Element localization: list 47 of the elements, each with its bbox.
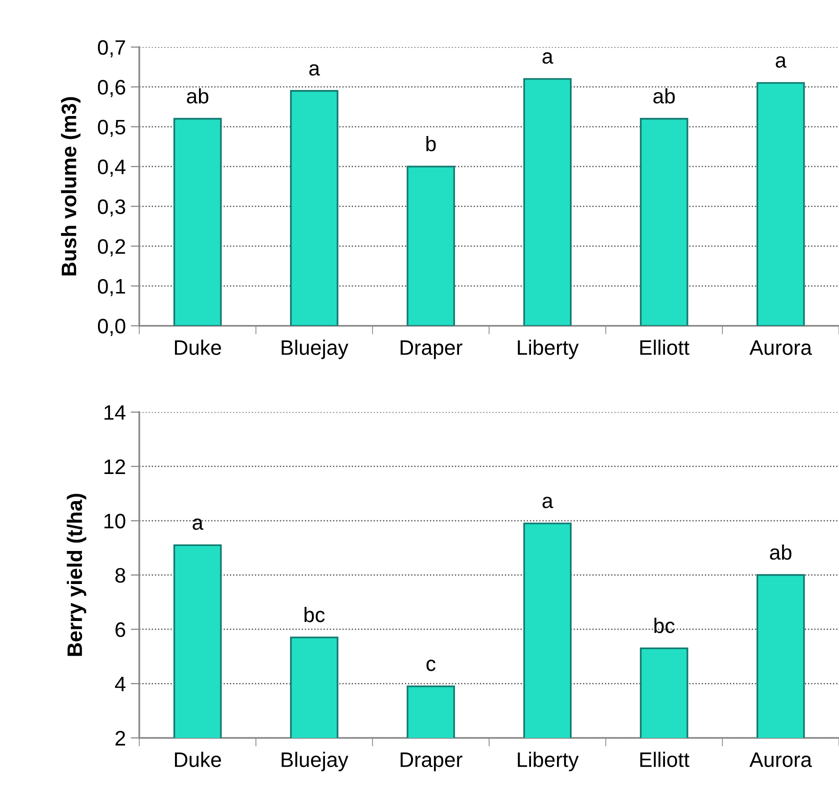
data-label: a: [542, 52, 554, 64]
data-label: a: [776, 56, 786, 68]
y-tick-label: 0,5: [98, 120, 126, 137]
y-axis-title: Bush volume (m3): [61, 97, 80, 276]
data-label: a: [309, 64, 320, 76]
y-tick-label: 10: [104, 514, 126, 528]
x-tick-label: Bluejay: [282, 340, 348, 360]
x-tick-label: Elliott: [640, 340, 690, 355]
x-tick-label: Liberty: [518, 752, 579, 772]
x-tick-label: Aurora: [749, 340, 812, 355]
y-tick-label: 0,2: [98, 239, 126, 256]
bar: [173, 118, 222, 326]
data-label: ab: [653, 88, 675, 104]
y-tick-label: 0,4: [98, 160, 126, 177]
y-tick-label: 8: [115, 568, 126, 583]
data-label: bc: [654, 618, 675, 634]
x-tick-label: Liberty: [518, 340, 579, 360]
data-label: bc: [304, 606, 325, 622]
data-label: b: [426, 136, 436, 152]
x-tick-label: Bluejay: [282, 752, 348, 772]
bar: [406, 166, 455, 326]
data-label: a: [542, 496, 554, 508]
x-tick-label: Duke: [174, 340, 221, 355]
data-label: a: [192, 518, 204, 530]
y-tick-label: 6: [116, 622, 126, 638]
y-tick-label: 2: [116, 730, 126, 746]
x-tick-label: Duke: [174, 752, 221, 768]
y-tick-label: 0,0: [98, 318, 126, 336]
y-axis-title: Berry yield (t/ha): [66, 494, 86, 656]
bar: [640, 118, 688, 326]
y-tick-label: 0,1: [98, 278, 126, 296]
x-tick-label: Aurora: [749, 752, 812, 768]
y-tick-label: 0,3: [98, 199, 126, 217]
x-tick-label: Draper: [400, 752, 462, 772]
bar: [290, 90, 338, 326]
bar: [523, 78, 572, 326]
y-tick-label: 4: [114, 676, 126, 692]
bar: [756, 82, 805, 326]
y-tick-label: 12: [104, 459, 126, 474]
data-label: ab: [770, 544, 792, 560]
y-tick-label: 0,6: [98, 80, 126, 98]
data-label: ab: [186, 88, 208, 104]
y-tick-label: 0,7: [98, 40, 126, 58]
data-label: c: [426, 660, 436, 672]
x-tick-label: Elliott: [640, 752, 690, 768]
y-tick-label: 14: [104, 405, 126, 420]
x-tick-label: Draper: [400, 340, 462, 360]
